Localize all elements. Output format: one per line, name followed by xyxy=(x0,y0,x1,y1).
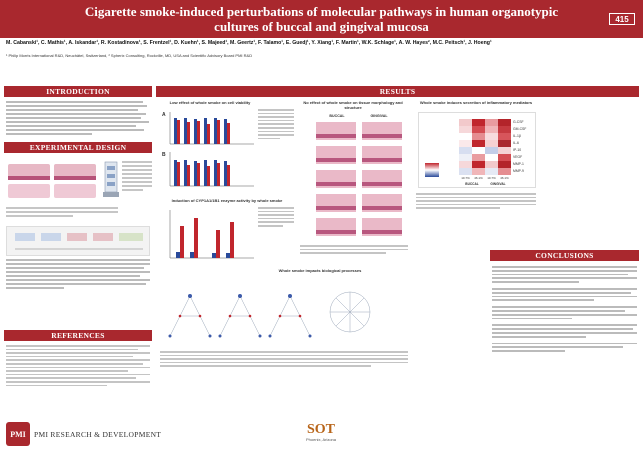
conclusions-text xyxy=(492,264,637,414)
poster-title-line2: cultures of buccal and gingival mucosa xyxy=(214,19,429,34)
heatmap-cell xyxy=(485,126,498,133)
conclusions-heading: CONCLUSIONS xyxy=(490,250,639,261)
figure-6-caption xyxy=(160,350,408,412)
experimental-design-text xyxy=(6,258,150,328)
heatmap-col-label: 46.1% xyxy=(474,176,483,180)
heatmap-cell xyxy=(498,161,511,168)
heatmap-row-label: MMP-9 xyxy=(513,169,524,173)
authors: M. Cabanski¹, C. Mathis¹, A. Iskandar¹, … xyxy=(6,40,492,46)
heatmap-cell xyxy=(459,140,472,147)
sot-logo-subtext: Phoenix, Arizona xyxy=(305,437,337,442)
heatmap-cell xyxy=(472,147,485,154)
heatmap-cell xyxy=(485,119,498,126)
heatmap-cell xyxy=(485,140,498,147)
heatmap-cell xyxy=(472,168,485,175)
organotypic-culture-figure xyxy=(8,158,98,202)
gingival-column-label: GINGIVAL xyxy=(370,114,388,118)
heatmap-cell xyxy=(472,126,485,133)
sot-logo: SOT Phoenix, Arizona xyxy=(294,422,348,450)
introduction-text xyxy=(6,100,150,138)
heatmap-group-gingival: GINGIVAL xyxy=(490,182,506,186)
figure-2-caption xyxy=(258,108,294,188)
heatmap-color-key xyxy=(425,163,439,177)
heatmap-cell xyxy=(485,133,498,140)
poster-footer: PMI PMI RESEARCH & DEVELOPMENT SOT Phoen… xyxy=(0,420,643,452)
heatmap-cell xyxy=(498,126,511,133)
buccal-column-label: BUCCAL xyxy=(329,114,345,118)
exposure-timeline-diagram xyxy=(6,226,150,256)
pmi-logo-mark: PMI xyxy=(6,422,30,446)
heatmap-cell xyxy=(459,119,472,126)
references-heading: REFERENCES xyxy=(4,330,152,341)
biological-process-networks xyxy=(160,276,410,348)
heatmap-cell xyxy=(498,140,511,147)
experimental-design-heading: EXPERIMENTAL DESIGN xyxy=(4,142,152,153)
heatmap-cell xyxy=(498,119,511,126)
affiliations: ¹ Philip Morris International R&D, Neuch… xyxy=(6,53,253,58)
histology-grid xyxy=(306,120,406,242)
heatmap-row-label: IL-1β xyxy=(513,134,521,138)
heatmap-grid xyxy=(459,119,511,175)
heatmap-cell xyxy=(459,168,472,175)
introduction-heading: INTRODUCTION xyxy=(4,86,152,97)
references-text xyxy=(6,344,150,416)
heatmap-cell xyxy=(472,161,485,168)
title-bar: Cigarette smoke-induced perturbations of… xyxy=(0,0,643,38)
heatmap-cell xyxy=(485,168,498,175)
heatmap-row-label: VEGF xyxy=(513,155,523,159)
cyp-activity-chart xyxy=(160,206,256,264)
heatmap-group-buccal: BUCCAL xyxy=(465,182,479,186)
heatmap-col-labels: 10.7% 46.1% 10.7% 46.1% xyxy=(459,176,511,182)
heatmap-cell xyxy=(498,154,511,161)
heatmap-cell xyxy=(498,133,511,140)
exposure-system-icon xyxy=(102,160,120,200)
heatmap-cell xyxy=(459,161,472,168)
heatmap-cell xyxy=(498,147,511,154)
heatmap-row-label: GM-CSF xyxy=(513,127,527,131)
panel-b-title: Induction of CYP1A1/1B1 enzyme activity … xyxy=(171,198,283,203)
heatmap-cell xyxy=(498,168,511,175)
heatmap-cell xyxy=(472,133,485,140)
heatmap-row-label: IP-10 xyxy=(513,148,522,152)
experimental-design-figure-caption xyxy=(122,160,152,204)
poster-number: 415 xyxy=(609,13,635,25)
heatmap-row-label: MMP-1 xyxy=(513,162,524,166)
inflammatory-heatmap: G-CSF GM-CSF IL-1β IL-6 IP-10 VEGF MMP-1 MMP-9 … xyxy=(418,112,536,188)
figure-3-caption xyxy=(258,206,294,262)
poster-title-line1: Cigarette smoke-induced perturbations of… xyxy=(84,4,559,19)
figure-5-caption xyxy=(416,192,536,242)
heatmap-cell xyxy=(485,161,498,168)
figure-1-caption xyxy=(6,206,118,222)
heatmap-cell xyxy=(459,133,472,140)
heatmap-cell xyxy=(459,126,472,133)
heatmap-cell xyxy=(472,140,485,147)
viability-chart: A B xyxy=(160,108,256,192)
heatmap-col-label: 10.7% xyxy=(461,176,470,180)
panel-a-title: Low effect of whole smoke on cell viabil… xyxy=(169,100,251,105)
heatmap-col-label: 10.7% xyxy=(487,176,496,180)
heatmap-cell xyxy=(459,147,472,154)
panel-e-title: Whole smoke impacts biological processes xyxy=(278,268,362,273)
heatmap-cell xyxy=(472,119,485,126)
heatmap-row-labels: G-CSF GM-CSF IL-1β IL-6 IP-10 VEGF MMP-1 MMP-9 xyxy=(513,119,535,175)
heatmap-cell xyxy=(485,147,498,154)
heatmap-cell xyxy=(485,154,498,161)
figure-4-caption xyxy=(300,244,408,262)
heatmap-col-label: 46.1% xyxy=(500,176,509,180)
panel-c-title: No effect of whole smoke on tissue morph… xyxy=(303,100,403,110)
results-heading: RESULTS xyxy=(156,86,639,97)
sot-logo-text: SOT xyxy=(306,422,335,437)
pmi-logo-text: PMI RESEARCH & DEVELOPMENT xyxy=(34,430,162,439)
heatmap-row-label: G-CSF xyxy=(513,120,524,124)
svg-text:B: B xyxy=(162,152,166,158)
heatmap-row-label: IL-6 xyxy=(513,141,519,145)
heatmap-cell xyxy=(459,154,472,161)
poster-header: Cigarette smoke-induced perturbations of… xyxy=(0,0,643,76)
heatmap-cell xyxy=(472,154,485,161)
svg-text:A: A xyxy=(162,112,166,118)
panel-d-title: Whole smoke induces secretion of inflamm… xyxy=(419,100,533,105)
